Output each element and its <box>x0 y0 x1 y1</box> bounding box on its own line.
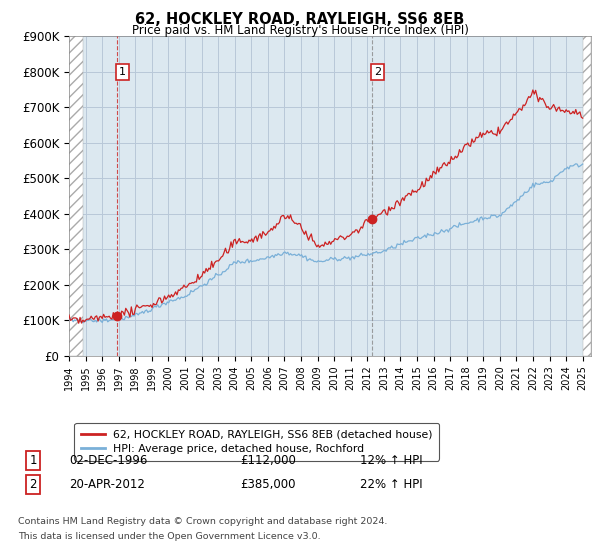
Text: Price paid vs. HM Land Registry's House Price Index (HPI): Price paid vs. HM Land Registry's House … <box>131 24 469 36</box>
Text: 62, HOCKLEY ROAD, RAYLEIGH, SS6 8EB: 62, HOCKLEY ROAD, RAYLEIGH, SS6 8EB <box>136 12 464 27</box>
Text: 22% ↑ HPI: 22% ↑ HPI <box>360 478 422 491</box>
Text: £112,000: £112,000 <box>240 454 296 467</box>
Text: 1: 1 <box>29 454 37 467</box>
Text: 20-APR-2012: 20-APR-2012 <box>69 478 145 491</box>
Text: £385,000: £385,000 <box>240 478 296 491</box>
Text: 12% ↑ HPI: 12% ↑ HPI <box>360 454 422 467</box>
Text: 1: 1 <box>119 67 126 77</box>
Text: 02-DEC-1996: 02-DEC-1996 <box>69 454 148 467</box>
Text: 2: 2 <box>374 67 381 77</box>
Text: 2: 2 <box>29 478 37 491</box>
Bar <box>583 36 591 356</box>
Bar <box>69 36 83 356</box>
Text: Contains HM Land Registry data © Crown copyright and database right 2024.: Contains HM Land Registry data © Crown c… <box>18 517 388 526</box>
Text: This data is licensed under the Open Government Licence v3.0.: This data is licensed under the Open Gov… <box>18 532 320 541</box>
Legend: 62, HOCKLEY ROAD, RAYLEIGH, SS6 8EB (detached house), HPI: Average price, detach: 62, HOCKLEY ROAD, RAYLEIGH, SS6 8EB (det… <box>74 423 439 460</box>
